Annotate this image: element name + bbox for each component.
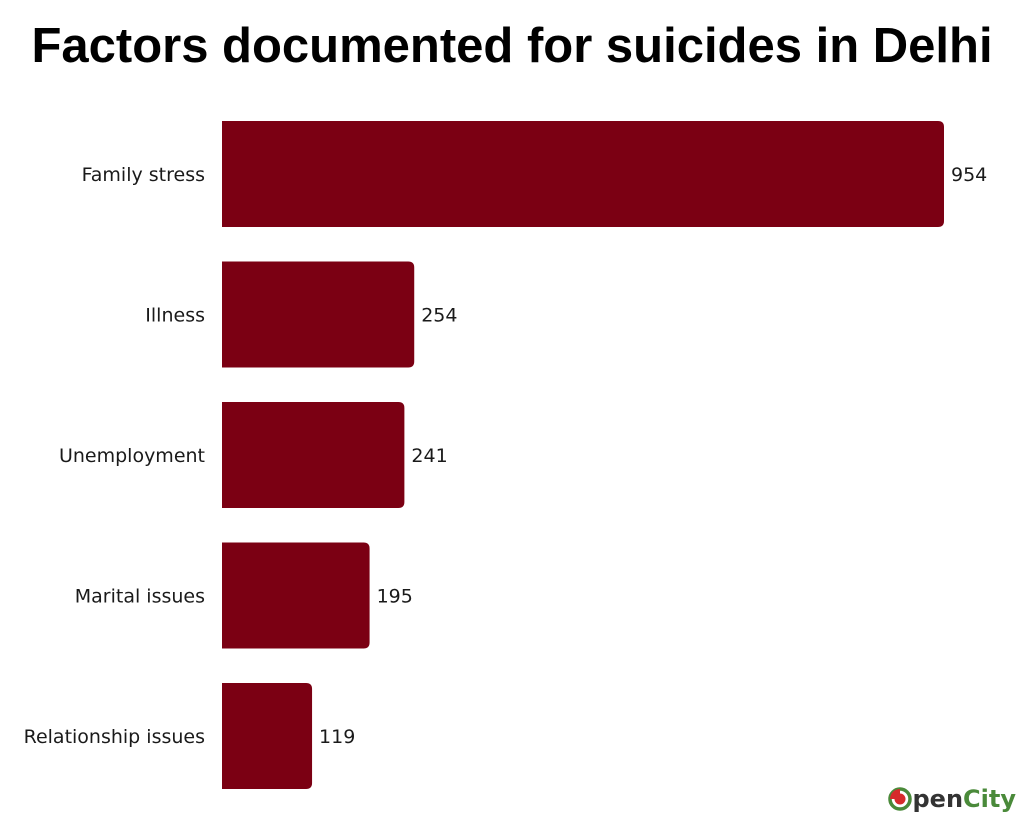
logo-o-icon: [888, 787, 913, 811]
bar: [222, 542, 370, 649]
value-label: 954: [951, 164, 987, 186]
logo-text-part: City: [963, 785, 1016, 813]
category-label: Unemployment: [59, 445, 205, 467]
category-label: Illness: [145, 305, 205, 327]
category-label: Marital issues: [75, 586, 205, 608]
value-label: 195: [377, 586, 413, 608]
bars-group: Family stress 954 Illness 254 Unemployment 24…: [24, 121, 987, 789]
value-label: 241: [411, 445, 447, 467]
opencity-logo: pen City: [888, 785, 1016, 813]
chart-title: Factors documented for suicides in Delhi: [31, 19, 993, 73]
value-label: 254: [421, 305, 457, 327]
category-label: Family stress: [82, 164, 205, 186]
bar: [222, 261, 415, 368]
logo-text-part: pen: [912, 785, 964, 813]
bar: [222, 683, 313, 789]
value-label: 119: [319, 726, 355, 748]
bar: [222, 402, 405, 508]
bar: [222, 121, 944, 227]
category-label: Relationship issues: [24, 726, 205, 748]
